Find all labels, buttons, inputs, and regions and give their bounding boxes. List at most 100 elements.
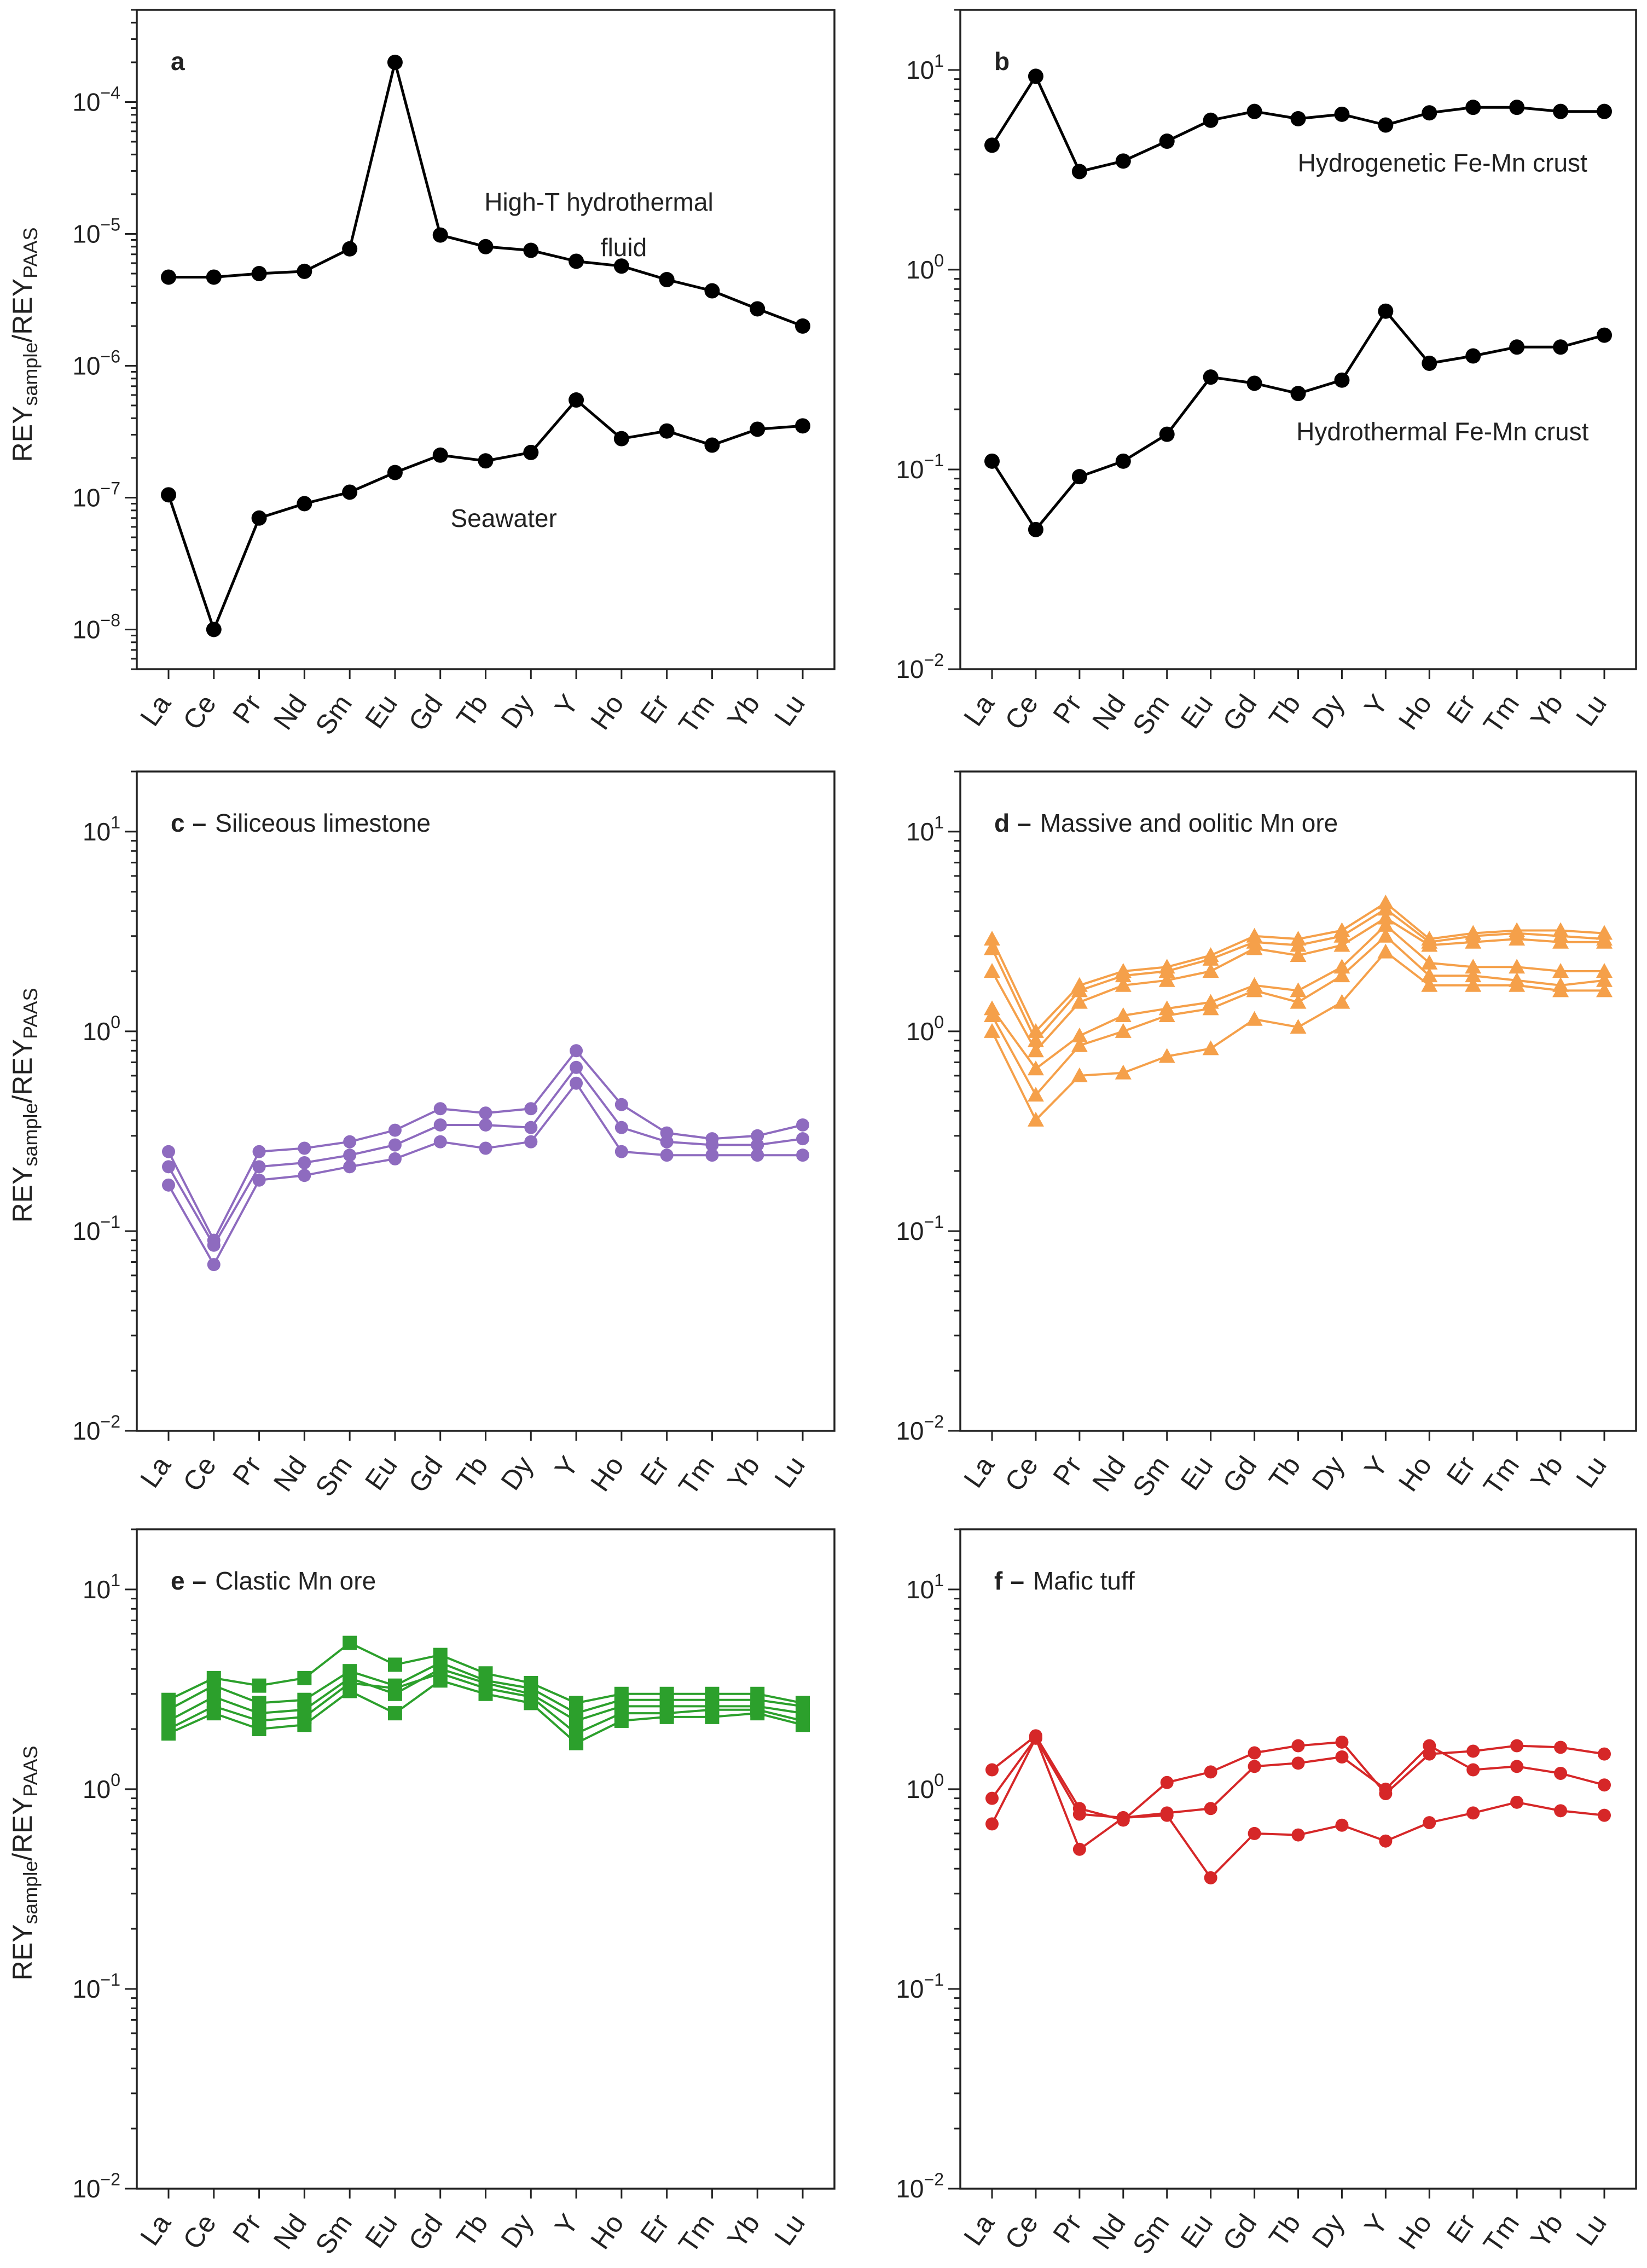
panel-label: d – Massive and oolitic Mn ore — [994, 809, 1338, 837]
x-tick-label-eu: Eu — [359, 2208, 403, 2253]
data-point-ho — [1422, 355, 1437, 371]
data-point-sm — [343, 1684, 357, 1698]
data-point-nd — [1115, 453, 1131, 469]
data-point-y — [1378, 303, 1394, 319]
data-point-tm — [705, 1138, 719, 1152]
data-point-ce — [207, 1238, 221, 1252]
data-point-la — [984, 963, 1000, 978]
plot-frame — [959, 1528, 1637, 2190]
data-point-dy — [523, 444, 539, 460]
y-tick-label: 101 — [906, 1570, 944, 1604]
data-point-y — [569, 1713, 584, 1728]
y-tick-label: 10−1 — [896, 1212, 944, 1245]
x-tick-label-er: Er — [634, 1451, 675, 1490]
x-tick-label-eu: Eu — [1175, 2208, 1219, 2253]
data-point-sm — [1159, 134, 1175, 149]
y-tick-label: 10−6 — [72, 346, 120, 380]
data-point-la — [984, 1007, 1000, 1023]
x-tick-label-la: La — [958, 689, 1000, 732]
data-point-sm — [1159, 426, 1175, 442]
data-point-ho — [614, 1145, 628, 1158]
data-point-tm — [1509, 977, 1526, 992]
data-point-nd — [298, 1169, 311, 1182]
x-tick-label-er: Er — [1441, 1451, 1482, 1490]
data-point-eu — [388, 1138, 402, 1152]
data-point-la — [984, 137, 1000, 153]
data-point-tb — [1290, 111, 1306, 127]
data-point-ho — [614, 1121, 628, 1134]
data-point-ce — [207, 1258, 221, 1272]
x-tick-label-er: Er — [1441, 2208, 1482, 2248]
data-point-ho — [1421, 954, 1438, 970]
x-tick-label-sm: Sm — [309, 689, 358, 740]
annotation-label: Seawater — [450, 504, 556, 532]
x-tick-label-lu: Lu — [768, 2208, 811, 2251]
data-point-eu — [388, 1123, 402, 1137]
data-point-gd — [1246, 1011, 1263, 1026]
y-tick-label: 10−4 — [72, 83, 120, 116]
x-tick-label-sm: Sm — [1127, 2208, 1175, 2260]
data-point-pr — [251, 266, 267, 281]
x-tick-label-la: La — [134, 2208, 177, 2251]
y-tick-label: 100 — [906, 1012, 944, 1046]
data-point-dy — [524, 1102, 538, 1116]
data-point-dy — [1335, 1750, 1349, 1764]
data-point-tm — [1509, 339, 1525, 355]
data-point-gd — [1248, 1760, 1261, 1773]
data-point-er — [1466, 1763, 1480, 1777]
annotation-label: High-T hydrothermal — [484, 188, 713, 216]
data-point-y — [1377, 917, 1394, 932]
x-tick-label-ho: Ho — [1393, 2208, 1438, 2254]
data-point-sm — [1158, 1048, 1175, 1063]
x-tick-label-dy: Dy — [1306, 1451, 1350, 1495]
data-point-dy — [524, 1696, 538, 1710]
data-point-gd — [433, 1118, 447, 1132]
y-tick-label: 100 — [83, 1012, 120, 1046]
data-point-eu — [387, 54, 403, 70]
data-point-y — [1377, 943, 1394, 959]
data-point-dy — [1334, 372, 1350, 388]
data-point-sm — [342, 241, 358, 257]
y-tick-label: 10−2 — [72, 2170, 120, 2203]
x-tick-label-ce: Ce — [177, 689, 222, 735]
x-tick-label-tm: Tm — [672, 1451, 720, 1500]
data-point-y — [1377, 927, 1394, 943]
data-point-gd — [1246, 375, 1262, 391]
data-point-yb — [1553, 103, 1569, 119]
data-point-er — [660, 1148, 674, 1162]
x-tick-label-eu: Eu — [1175, 689, 1219, 734]
plot-frame — [136, 1528, 836, 2190]
data-point-tm — [705, 1148, 719, 1162]
x-tick-label-ce: Ce — [177, 2208, 222, 2254]
x-tick-label-nd: Nd — [1086, 689, 1132, 735]
data-point-er — [659, 272, 675, 288]
data-point-tb — [478, 1686, 493, 1701]
data-point-y — [1377, 901, 1394, 916]
x-tick-label-dy: Dy — [495, 689, 539, 734]
x-tick-label-eu: Eu — [1175, 1451, 1219, 1495]
x-tick-label-y: Y — [1358, 1451, 1394, 1483]
x-tick-label-lu: Lu — [1570, 2208, 1613, 2251]
data-point-la — [984, 931, 1000, 946]
data-point-ho — [614, 1098, 628, 1111]
data-point-pr — [1071, 1028, 1088, 1043]
data-point-tb — [1291, 1756, 1305, 1770]
x-tick-label-tm: Tm — [1477, 689, 1525, 739]
data-point-y — [569, 253, 584, 269]
data-point-nd — [1115, 977, 1132, 992]
data-point-eu — [1204, 1765, 1217, 1779]
x-tick-label-dy: Dy — [1306, 2208, 1350, 2253]
y-tick-label: 10−1 — [896, 450, 944, 484]
y-tick-label: 10−1 — [72, 1212, 120, 1245]
data-point-tb — [1290, 947, 1307, 962]
data-point-nd — [1115, 967, 1132, 983]
data-point-gd — [433, 1673, 448, 1688]
panel-title: Massive and oolitic Mn ore — [1040, 809, 1338, 837]
data-point-la — [162, 1160, 175, 1174]
annotation-label: Hydrothermal Fe-Mn crust — [1296, 417, 1588, 446]
data-point-yb — [1554, 1804, 1568, 1818]
x-tick-label-tb: Tb — [450, 2208, 494, 2252]
